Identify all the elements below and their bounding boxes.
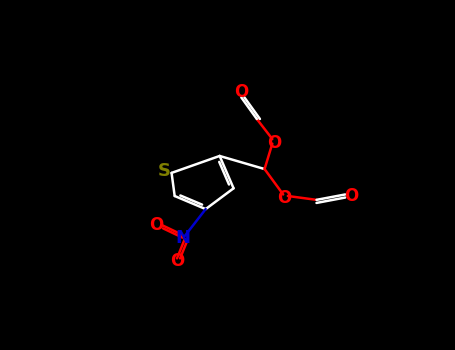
Text: O: O [267,134,281,152]
Text: N: N [176,229,191,247]
Text: O: O [344,187,359,205]
Text: O: O [149,216,163,234]
Text: S: S [157,162,170,180]
Text: O: O [277,189,291,206]
Text: O: O [234,83,248,101]
Text: O: O [170,252,184,271]
